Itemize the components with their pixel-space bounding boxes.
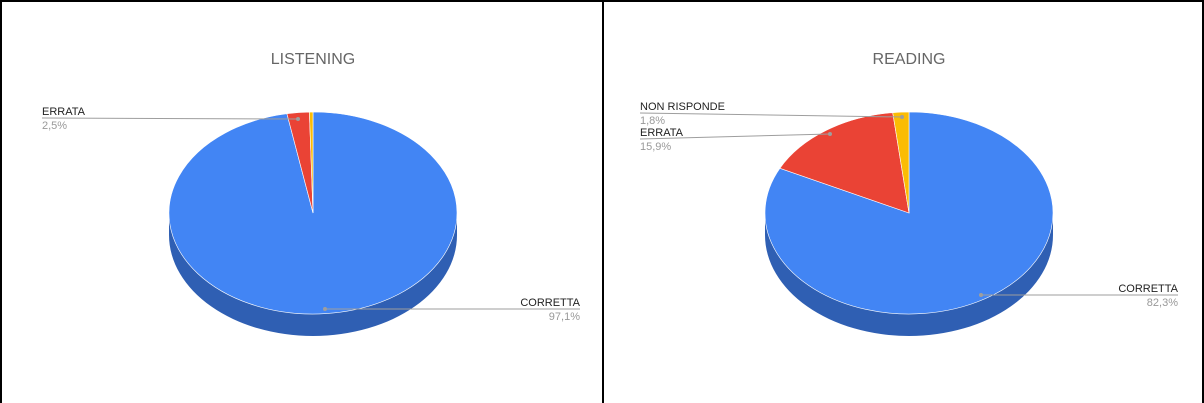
leader-dot [900,115,904,119]
leader-dot [828,132,832,136]
slice-percent: 1,8% [640,115,665,127]
listening-pie-chart: LISTENING CORRETTA 97,1% ERRATA 2,5% [41,51,581,336]
pie-side-slice [169,213,457,336]
leader-line [639,133,831,140]
slice-percent: 15,9% [640,141,671,153]
slice-label: ERRATA [42,106,86,118]
slice-label: NON RISPONDE [640,101,725,113]
pie-slice [892,111,910,214]
pie-slice [309,111,314,214]
leader-dot [323,307,327,311]
pie-side [765,213,1053,336]
pie-top [168,111,458,315]
slice-percent: 82,3% [1147,297,1178,309]
pie-labels: CORRETTA 97,1% ERRATA 2,5% [41,106,581,323]
slice-label: CORRETTA [520,297,580,309]
pie-top [764,111,1054,315]
pie-side [169,213,457,336]
chart-panel-reading: READING CORRETTA 82,3% ERRATA 15,9% NON RISP… [602,2,1202,403]
chart-panel-listening: LISTENING CORRETTA 97,1% ERRATA 2,5% [2,2,602,403]
leader-dot [296,117,300,121]
pie-labels: CORRETTA 82,3% ERRATA 15,9% NON RISPONDE 1,8% [639,101,1179,309]
leader-line [639,112,903,118]
slice-label: CORRETTA [1118,283,1178,295]
leader-line [41,117,299,120]
chart-title: LISTENING [271,51,355,68]
slice-label: ERRATA [640,127,684,139]
leader-dot [979,293,983,297]
pie-side-slice [765,213,1053,336]
chart-title: READING [873,51,946,68]
pie-slice [779,112,910,214]
reading-pie-chart: READING CORRETTA 82,3% ERRATA 15,9% NON RISP… [639,51,1179,336]
slice-percent: 2,5% [42,120,67,132]
slice-percent: 97,1% [549,311,580,323]
